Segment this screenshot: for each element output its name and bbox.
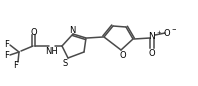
Text: F: F	[5, 39, 10, 49]
Text: N: N	[149, 31, 155, 41]
Text: O: O	[120, 50, 126, 60]
Text: −: −	[171, 26, 176, 31]
Text: NH: NH	[46, 47, 58, 55]
Text: O: O	[164, 28, 170, 37]
Text: S: S	[62, 58, 68, 68]
Text: F: F	[13, 60, 18, 69]
Text: F: F	[5, 52, 10, 60]
Text: O: O	[149, 49, 155, 58]
Text: O: O	[31, 28, 37, 36]
Text: N: N	[69, 26, 75, 34]
Text: +: +	[156, 29, 161, 34]
